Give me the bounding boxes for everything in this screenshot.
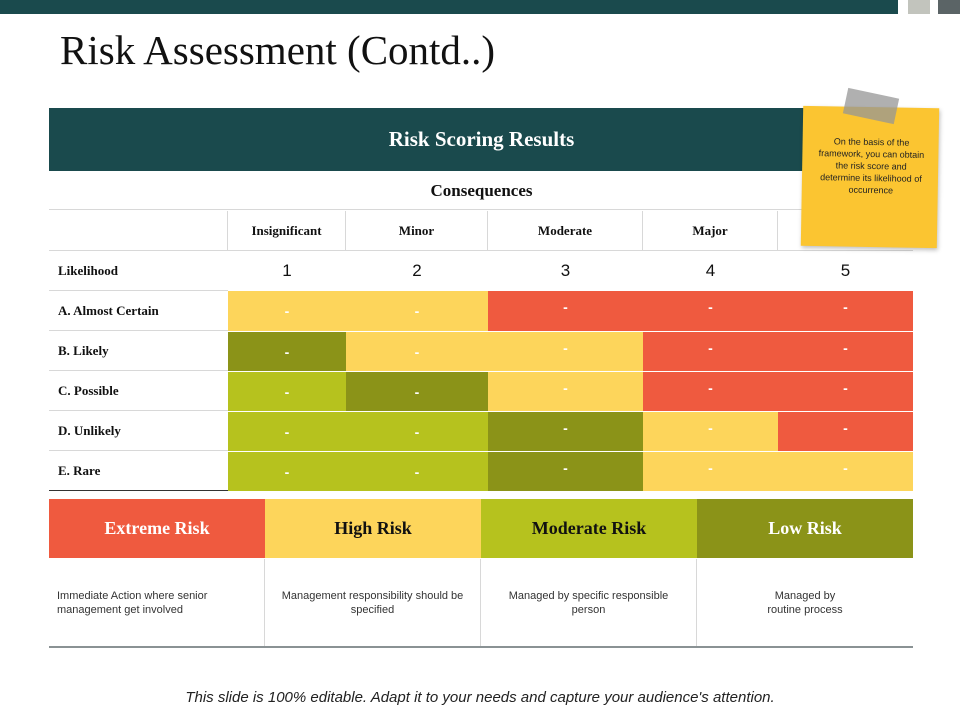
matrix-row: D. Unlikely - - - - - [49,411,913,451]
slide-title: Risk Assessment (Contd..) [60,27,496,73]
row-label: E. Rare [49,451,228,491]
score-cell: 2 [412,261,422,280]
risk-cell: - [488,451,643,491]
matrix-row: E. Rare - - - - - [49,451,913,491]
likelihood-label: Likelihood [49,251,228,291]
column-header: Minor [346,211,488,250]
risk-cell: - [643,331,778,371]
score-cell: 5 [840,261,851,280]
matrix-row: A. Almost Certain - - - - - [49,291,913,331]
column-header-row: Insignificant Minor Moderate Major [49,211,913,251]
risk-cell: - [346,411,488,451]
legend-description: Managed by routine process [767,590,843,616]
sticky-note: On the basis of the framework, you can o… [800,105,940,249]
banner-title: Risk Scoring Results [388,127,575,151]
header-blank-cell [49,211,228,250]
risk-cell: - [643,451,778,491]
risk-cell: - [643,291,778,331]
legend-low: Low Risk [697,499,913,558]
slide-footer: This slide is 100% editable. Adapt it to… [185,689,775,706]
corner-square-light [908,0,930,14]
risk-cell: - [346,451,488,491]
column-header: Insignificant [228,211,346,250]
risk-cell: - [488,411,643,451]
risk-cell: - [228,451,346,491]
risk-cell: - [778,371,913,411]
row-label: A. Almost Certain [49,291,228,331]
legend-description: Immediate Action where senior management… [49,559,265,646]
sticky-note-text: On the basis of the framework, you can o… [818,136,925,196]
matrix-row: C. Possible - - - - - [49,371,913,411]
legend-extreme: Extreme Risk [49,499,265,558]
risk-cell: - [643,371,778,411]
risk-cell: - [228,291,346,331]
score-cell: 3 [560,261,571,280]
risk-cell: - [488,331,643,371]
row-label: D. Unlikely [49,411,228,451]
risk-cell: - [346,291,488,331]
risk-cell: - [778,411,913,451]
risk-cell: - [643,411,778,451]
risk-cell: - [778,451,913,491]
risk-cell: - [228,411,346,451]
column-header: Moderate [488,211,643,250]
legend-description: Management responsibility should be spec… [265,559,481,646]
risk-cell: - [488,291,643,331]
corner-square-dark [938,0,960,14]
column-header: Major [643,211,778,250]
risk-cell: - [488,371,643,411]
top-accent-bar [0,0,898,14]
risk-descriptions: Immediate Action where senior management… [49,559,913,648]
risk-cell: - [228,331,346,371]
risk-cell: - [346,331,488,371]
score-cell: 4 [705,261,716,280]
row-label: B. Likely [49,331,228,371]
matrix-row: B. Likely - - - - - [49,331,913,371]
likelihood-score-row: Likelihood 1 2 3 4 5 [49,251,913,291]
risk-cell: - [778,291,913,331]
row-label: C. Possible [49,371,228,411]
risk-cell: - [228,371,346,411]
consequences-label: Consequences [430,181,533,200]
risk-legend: Extreme Risk High Risk Moderate Risk Low Ri… [49,499,913,558]
risk-scoring-banner: Risk Scoring Results [49,108,913,171]
risk-cell: - [346,371,488,411]
legend-description: Managed by specific responsible person [481,559,697,646]
consequences-header: Consequences [49,172,913,210]
risk-cell: - [778,331,913,371]
legend-high: High Risk [265,499,481,558]
score-cell: 1 [282,261,292,280]
legend-moderate: Moderate Risk [481,499,697,558]
